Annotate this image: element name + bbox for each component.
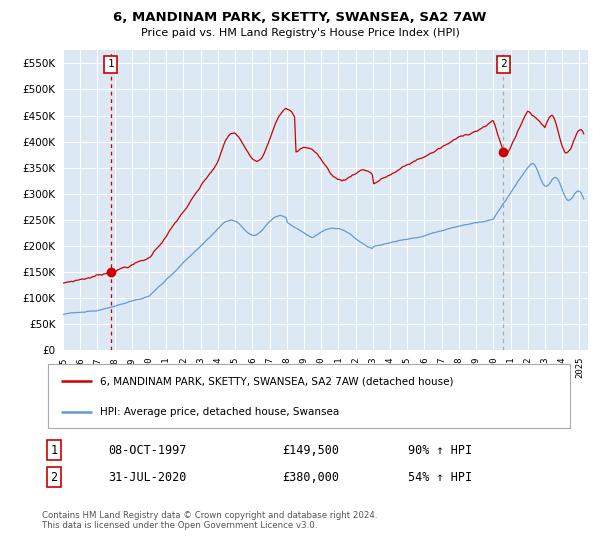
Text: 6, MANDINAM PARK, SKETTY, SWANSEA, SA2 7AW (detached house): 6, MANDINAM PARK, SKETTY, SWANSEA, SA2 7… — [100, 376, 454, 386]
Text: 2: 2 — [50, 470, 58, 484]
Text: 1: 1 — [107, 59, 114, 69]
Text: 2: 2 — [500, 59, 506, 69]
Text: 1: 1 — [50, 444, 58, 457]
Text: 08-OCT-1997: 08-OCT-1997 — [108, 444, 187, 457]
Text: £380,000: £380,000 — [282, 470, 339, 484]
Text: £149,500: £149,500 — [282, 444, 339, 457]
Text: Price paid vs. HM Land Registry's House Price Index (HPI): Price paid vs. HM Land Registry's House … — [140, 28, 460, 38]
Text: 90% ↑ HPI: 90% ↑ HPI — [408, 444, 472, 457]
Text: 31-JUL-2020: 31-JUL-2020 — [108, 470, 187, 484]
Text: HPI: Average price, detached house, Swansea: HPI: Average price, detached house, Swan… — [100, 407, 340, 417]
Text: 6, MANDINAM PARK, SKETTY, SWANSEA, SA2 7AW: 6, MANDINAM PARK, SKETTY, SWANSEA, SA2 7… — [113, 11, 487, 24]
Text: 54% ↑ HPI: 54% ↑ HPI — [408, 470, 472, 484]
Text: Contains HM Land Registry data © Crown copyright and database right 2024.
This d: Contains HM Land Registry data © Crown c… — [42, 511, 377, 530]
